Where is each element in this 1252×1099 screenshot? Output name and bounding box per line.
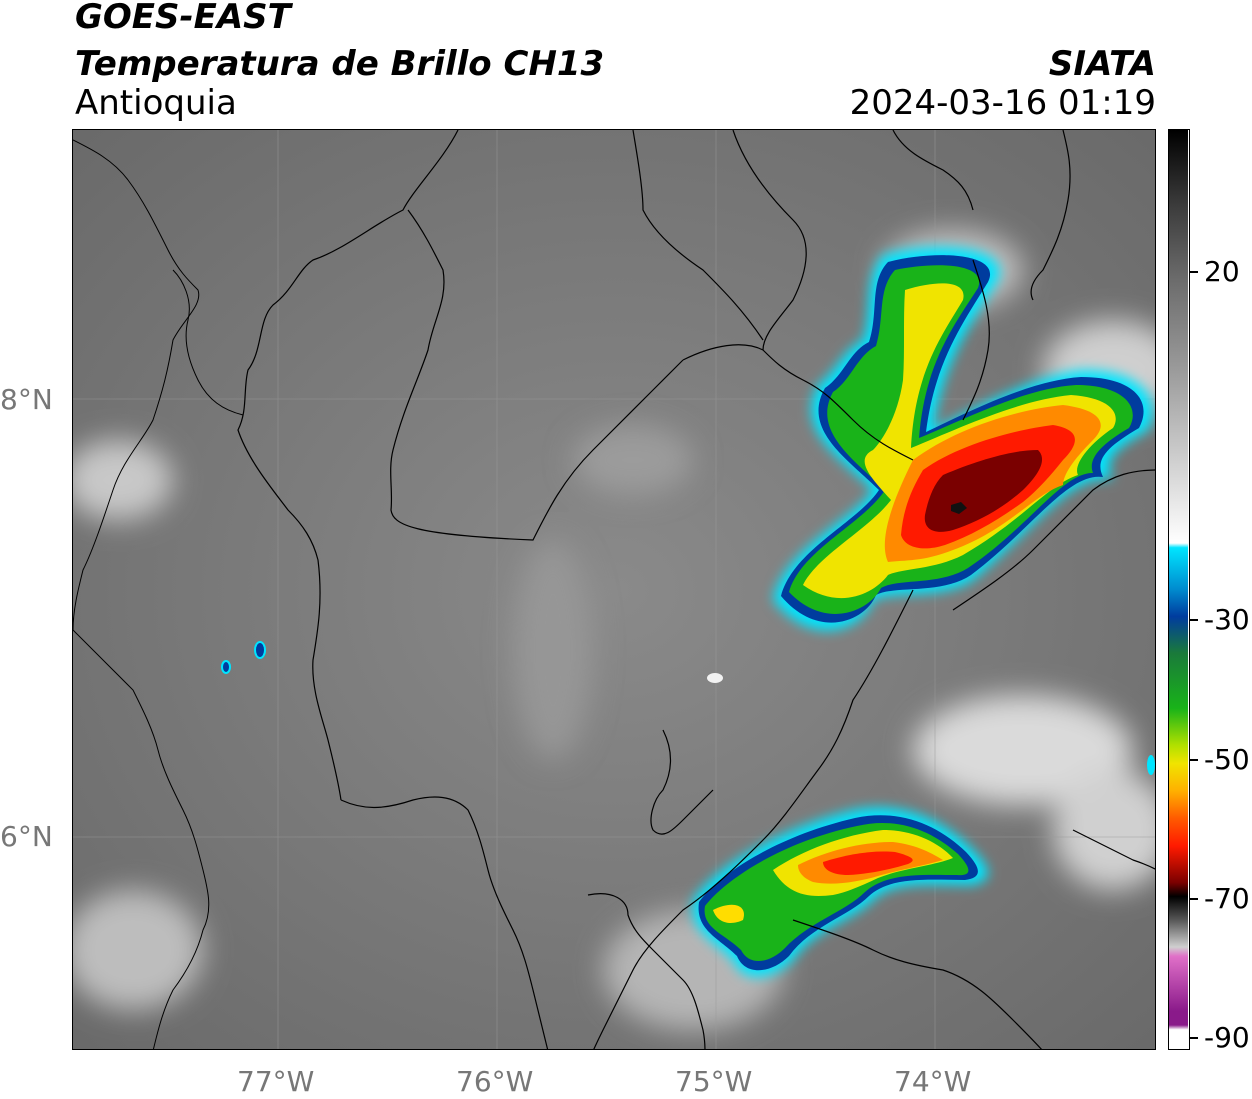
colorbar-label-minus90: -90 (1204, 1021, 1250, 1054)
datetime-label: 2024-03-16 01:19 (849, 83, 1156, 123)
colorbar-tick (1190, 1037, 1198, 1039)
admin-borders (237, 130, 1155, 1049)
colorbar-gradient (1169, 130, 1188, 1048)
lon-label-74w: 74°W (894, 1065, 972, 1098)
colorbar-tick (1190, 271, 1198, 273)
colorbar-tick (1190, 619, 1198, 621)
lon-label-75w: 75°W (675, 1065, 753, 1098)
lat-label-6n: 6°N (0, 820, 53, 853)
lat-label-8n: 8°N (0, 383, 53, 416)
product-title: Temperatura de Brillo CH13 (75, 44, 605, 84)
satellite-map[interactable] (72, 129, 1156, 1050)
storm-cell-southeast (692, 807, 988, 977)
coastline (73, 139, 244, 1049)
colorbar-label-minus70: -70 (1204, 882, 1250, 915)
colorbar-label-20: 20 (1204, 255, 1240, 288)
satellite-title: GOES-EAST (75, 0, 291, 37)
lon-label-76w: 76°W (456, 1065, 534, 1098)
temperature-colorbar (1168, 129, 1190, 1050)
map-svg (73, 130, 1155, 1049)
colorbar-tick (1190, 898, 1198, 900)
small-cells-west (221, 641, 1155, 775)
lon-label-77w: 77°W (237, 1065, 315, 1098)
colorbar-label-minus50: -50 (1204, 743, 1250, 776)
colorbar-tick (1190, 759, 1198, 761)
colorbar-label-minus30: -30 (1204, 603, 1250, 636)
region-label: Antioquia (75, 83, 237, 123)
storm-cell-northeast (773, 247, 1153, 631)
agency-label: SIATA (1048, 44, 1156, 84)
